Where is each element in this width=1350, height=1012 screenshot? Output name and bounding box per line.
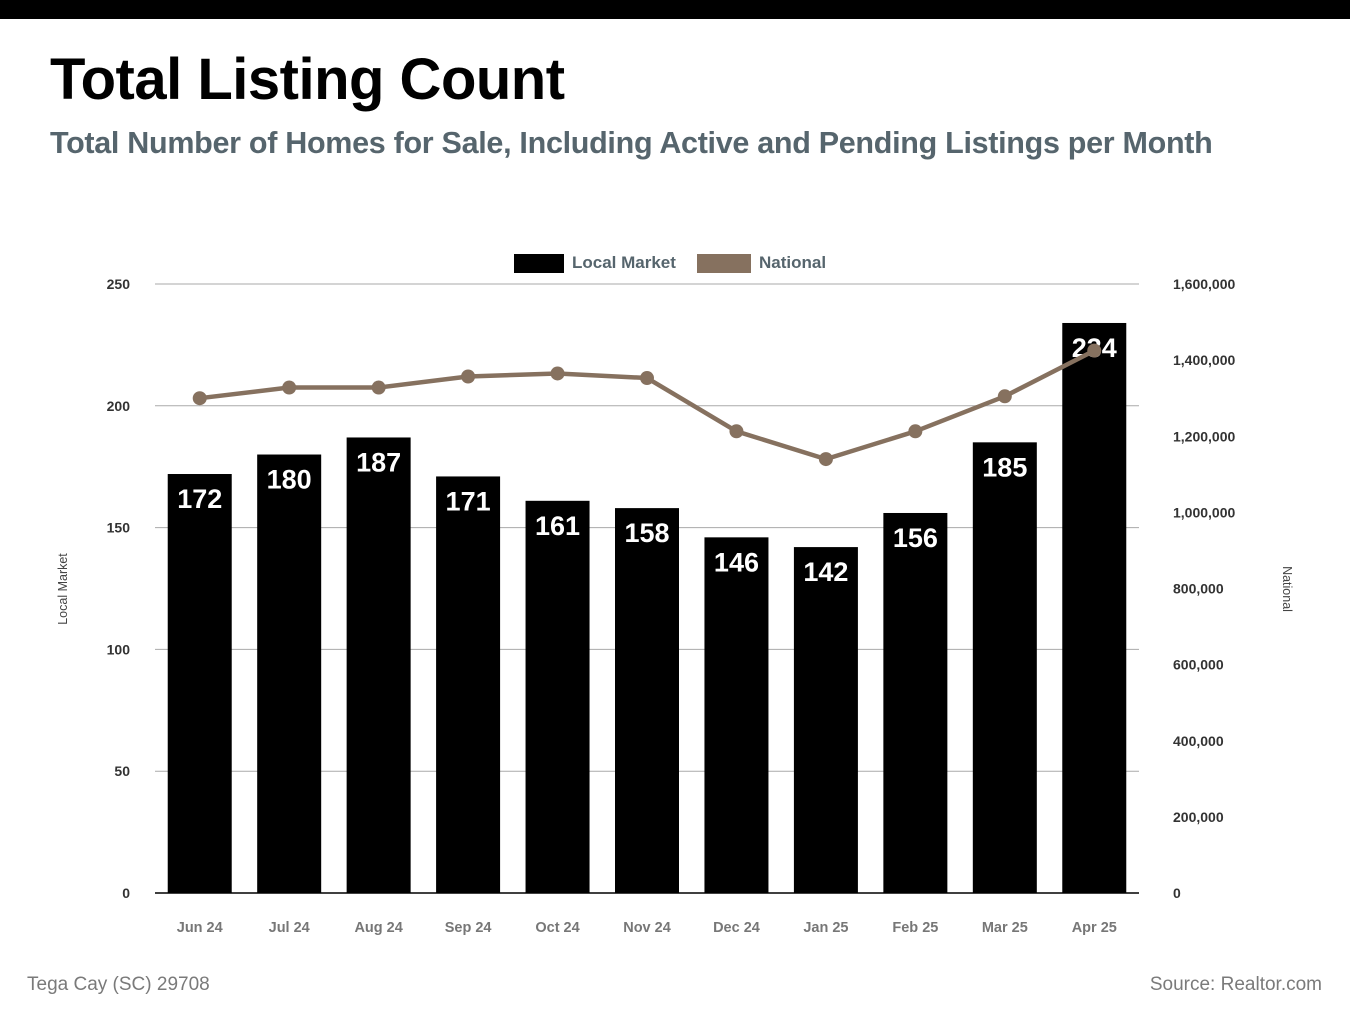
national-point: [371, 380, 386, 395]
right-tick-label: 1,000,000: [1173, 504, 1235, 520]
national-point: [818, 452, 833, 467]
legend: Local Market National: [514, 253, 826, 273]
national-point: [729, 424, 744, 439]
national-point: [461, 369, 476, 384]
right-axis-ticks: 0 200,000 400,000 600,000 800,000 1,000,000 1,…: [1173, 276, 1235, 901]
right-tick-label: 200,000: [1173, 809, 1224, 825]
bars: [167, 322, 1127, 893]
left-tick-label: 150: [107, 520, 131, 536]
right-tick-label: 1,200,000: [1173, 428, 1235, 444]
bar-value-label: 187: [356, 447, 401, 477]
national-series-line: [199, 348, 1096, 462]
x-tick-label: Oct 24: [535, 920, 579, 936]
bar-aug-24: [346, 437, 411, 893]
national-point: [997, 389, 1012, 404]
national-point: [640, 371, 654, 386]
bar-sep-24: [436, 476, 501, 893]
x-tick-label: Sep 24: [445, 920, 492, 936]
x-tick-label: Feb 25: [892, 920, 938, 936]
x-tick-label: Aug 24: [354, 920, 402, 936]
national-point: [550, 366, 565, 381]
right-tick-label: 800,000: [1173, 581, 1224, 597]
right-tick-label: 0: [1173, 885, 1181, 901]
x-tick-label: Mar 25: [982, 920, 1028, 936]
legend-swatch-national: [697, 254, 751, 273]
bar-value-label: 180: [267, 465, 312, 495]
bar-apr-25: [1062, 322, 1127, 893]
bar-jan-25: [793, 547, 858, 893]
bar-labels: 172180187171161158146142156185234: [177, 333, 1117, 587]
page-title: Total Listing Count: [50, 47, 565, 112]
x-tick-label: Jul 24: [269, 920, 310, 936]
bar-feb-25: [883, 512, 948, 893]
right-tick-label: 1,400,000: [1173, 352, 1235, 368]
national-point: [192, 391, 207, 406]
left-tick-label: 250: [107, 276, 131, 292]
national-point: [908, 424, 923, 439]
x-tick-label: Dec 24: [713, 920, 760, 936]
bar-value-label: 156: [893, 523, 938, 553]
left-tick-label: 0: [122, 885, 130, 901]
bar-value-label: 158: [624, 518, 669, 548]
top-bar: [0, 0, 1350, 19]
x-axis-ticks: Jun 24 Jul 24 Aug 24 Sep 24 Oct 24 Nov 24 Dec …: [177, 920, 1117, 936]
left-axis-ticks: 0 50 100 150 200 250: [107, 276, 131, 901]
left-tick-label: 50: [114, 763, 130, 779]
national-point: [1087, 343, 1102, 358]
right-tick-label: 400,000: [1173, 733, 1224, 749]
bar-mar-25: [972, 442, 1037, 893]
bar-value-label: 172: [177, 484, 222, 514]
national-line: [192, 343, 1102, 467]
right-axis-title: National: [1280, 566, 1294, 612]
bar-nov-24: [615, 508, 679, 893]
bar-value-label: 171: [446, 486, 491, 516]
bar-value-label: 146: [714, 547, 759, 577]
left-tick-label: 100: [107, 641, 131, 657]
footer-location: Tega Cay (SC) 29708: [27, 974, 210, 995]
bar-jun-24: [167, 474, 232, 893]
bar-value-label: 161: [535, 511, 580, 541]
right-tick-label: 1,600,000: [1173, 276, 1235, 292]
bar-value-label: 142: [803, 557, 848, 587]
axis-titles: Local Market National: [56, 553, 1294, 625]
right-tick-label: 600,000: [1173, 657, 1224, 673]
left-axis-title: Local Market: [56, 553, 70, 625]
x-tick-label: Jun 24: [177, 920, 223, 936]
legend-label-local: Local Market: [572, 253, 676, 272]
legend-swatch-local: [514, 254, 564, 273]
bar-jul-24: [257, 454, 322, 893]
page-subtitle: Total Number of Homes for Sale, Includin…: [50, 126, 1213, 160]
x-tick-label: Jan 25: [803, 920, 848, 936]
x-tick-label: Apr 25: [1072, 920, 1117, 936]
x-tick-label: Nov 24: [623, 920, 671, 936]
bar-oct-24: [525, 500, 590, 893]
bar-value-label: 185: [982, 452, 1027, 482]
national-point: [282, 380, 297, 395]
listing-count-chart: 172180187171161158146142156185234 050100…: [56, 253, 1294, 936]
footer-source: Source: Realtor.com: [1149, 974, 1322, 995]
bar-dec-24: [704, 537, 769, 893]
left-tick-label: 200: [107, 398, 131, 414]
legend-label-national: National: [759, 253, 826, 272]
